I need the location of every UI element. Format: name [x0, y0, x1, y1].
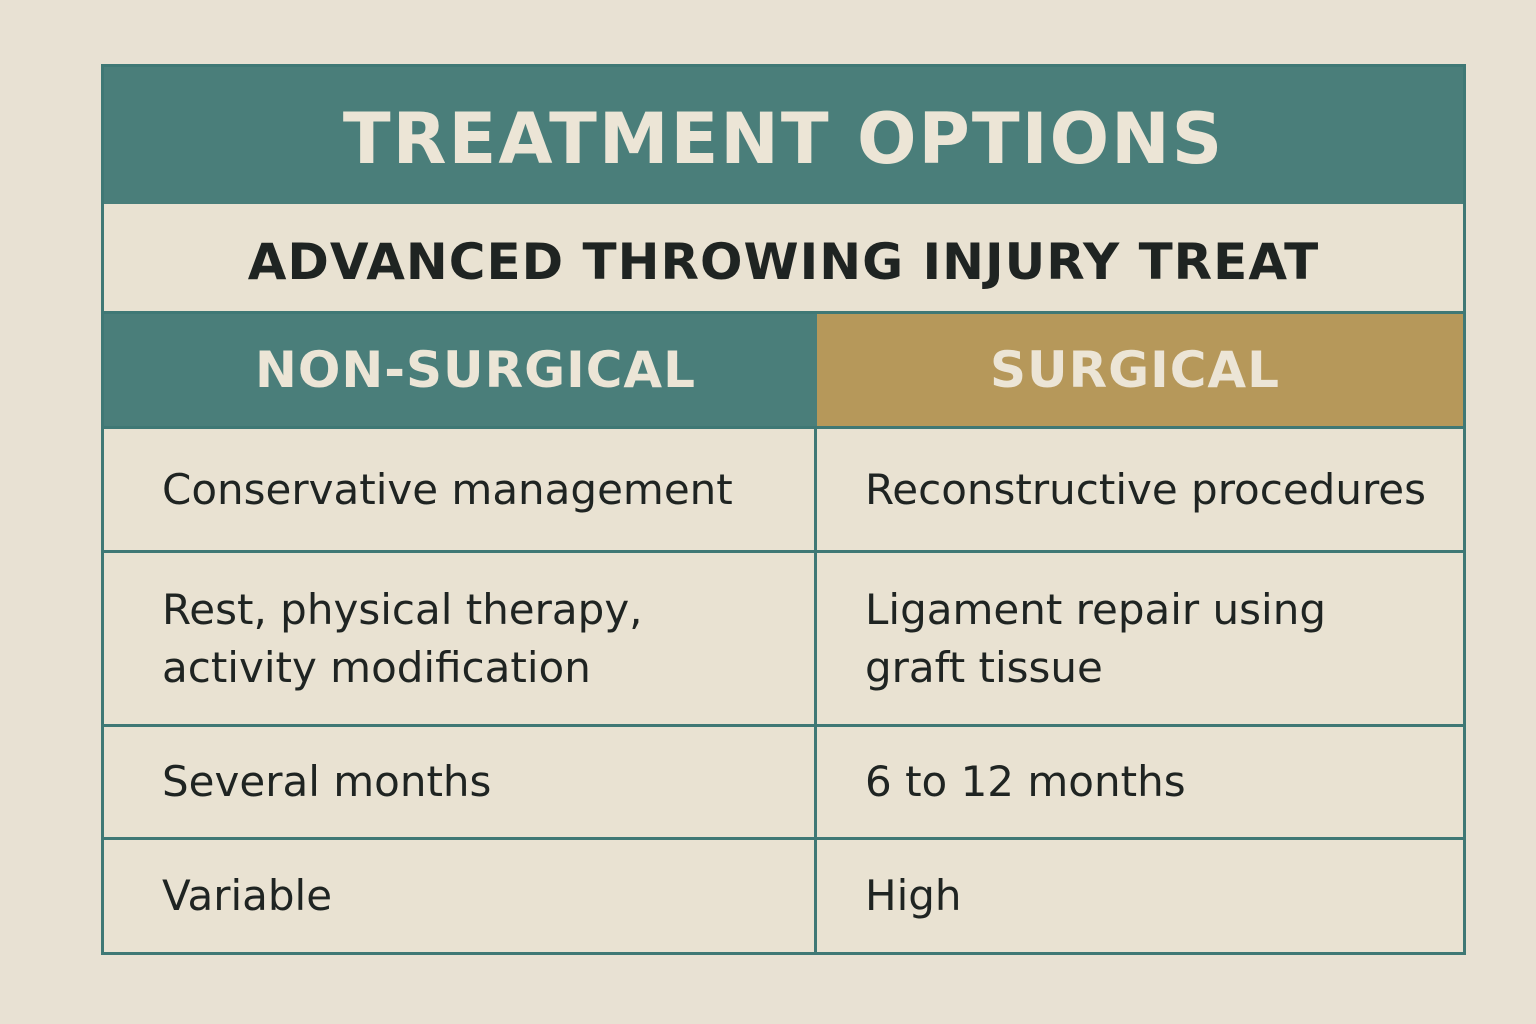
treatment-options-table: TREATMENT OPTIONS ADVANCED THROWING INJU… — [101, 64, 1466, 955]
table-cell-non-surgical: Rest, physical therapy, activity modific… — [104, 553, 817, 724]
column-header-non-surgical: NON-SURGICAL — [104, 314, 817, 426]
cell-text: Variable — [162, 871, 333, 920]
cell-text: Reconstructive procedures — [865, 464, 1427, 514]
title-bar: TREATMENT OPTIONS — [104, 67, 1463, 204]
table-cell-non-surgical: Conservative management — [104, 429, 817, 550]
cell-text: 6 to 12 months — [865, 757, 1186, 806]
table-cell-surgical: Ligament repair using graft tissue — [817, 553, 1463, 724]
cell-text: Rest, physical therapy, activity modific… — [162, 584, 643, 692]
table-title: TREATMENT OPTIONS — [342, 97, 1225, 180]
cell-text: Conservative management — [162, 464, 733, 514]
table-row: Conservative management Reconstructive p… — [104, 426, 1463, 550]
table-cell-surgical: 6 to 12 months — [817, 727, 1463, 837]
cell-text: Several months — [162, 757, 492, 806]
table-row: Variable High — [104, 837, 1463, 952]
table-cell-surgical: High — [817, 840, 1463, 952]
table-cell-non-surgical: Variable — [104, 840, 817, 952]
table-cell-surgical: Reconstructive procedures — [817, 429, 1463, 550]
column-header-surgical: SURGICAL — [817, 314, 1463, 426]
cell-text: Ligament repair using graft tissue — [865, 584, 1326, 692]
column-header-label: NON-SURGICAL — [255, 341, 696, 399]
column-header-label: SURGICAL — [989, 341, 1280, 399]
table-cell-non-surgical: Several months — [104, 727, 817, 837]
subtitle-bar: ADVANCED THROWING INJURY TREAT — [104, 204, 1463, 314]
table-subtitle: ADVANCED THROWING INJURY TREAT — [247, 232, 1320, 291]
cell-text: High — [865, 871, 962, 920]
table-row: Rest, physical therapy, activity modific… — [104, 550, 1463, 724]
table-row: Several months 6 to 12 months — [104, 724, 1463, 837]
